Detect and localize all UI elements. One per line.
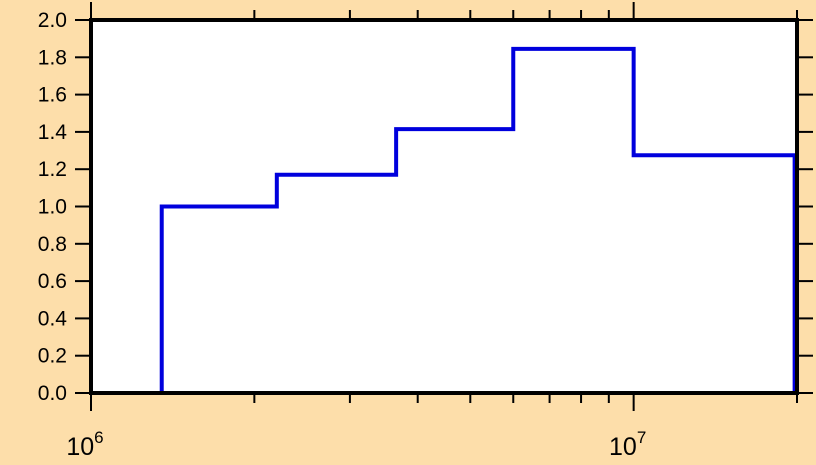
series-layer	[159, 46, 797, 393]
x-tick-label-base: 10	[66, 433, 94, 461]
y-tick-label: 2.0	[38, 9, 67, 32]
plot-frame	[89, 18, 799, 395]
y-tick-label: 0.2	[38, 345, 67, 368]
y-tick-label: 1.0	[38, 196, 67, 219]
y-tick-label: 0.4	[38, 307, 68, 330]
x-tick-label: 107	[609, 428, 646, 461]
y-tick-label: 0.8	[38, 233, 67, 256]
y-tick-label: 0.0	[38, 382, 67, 405]
x-tick-label-base: 10	[609, 433, 637, 461]
y-tick-label: 1.8	[38, 46, 67, 69]
x-tick-label-exponent: 7	[637, 428, 646, 447]
x-tick-label-exponent: 6	[94, 428, 103, 447]
histogram-step-line	[159, 46, 797, 393]
y-tick-label: 1.4	[38, 121, 68, 144]
y-tick-label: 1.6	[38, 84, 67, 107]
y-tick-label: 1.2	[38, 158, 67, 181]
y-tick-label: 0.6	[38, 270, 67, 293]
x-tick-label: 106	[66, 428, 103, 461]
